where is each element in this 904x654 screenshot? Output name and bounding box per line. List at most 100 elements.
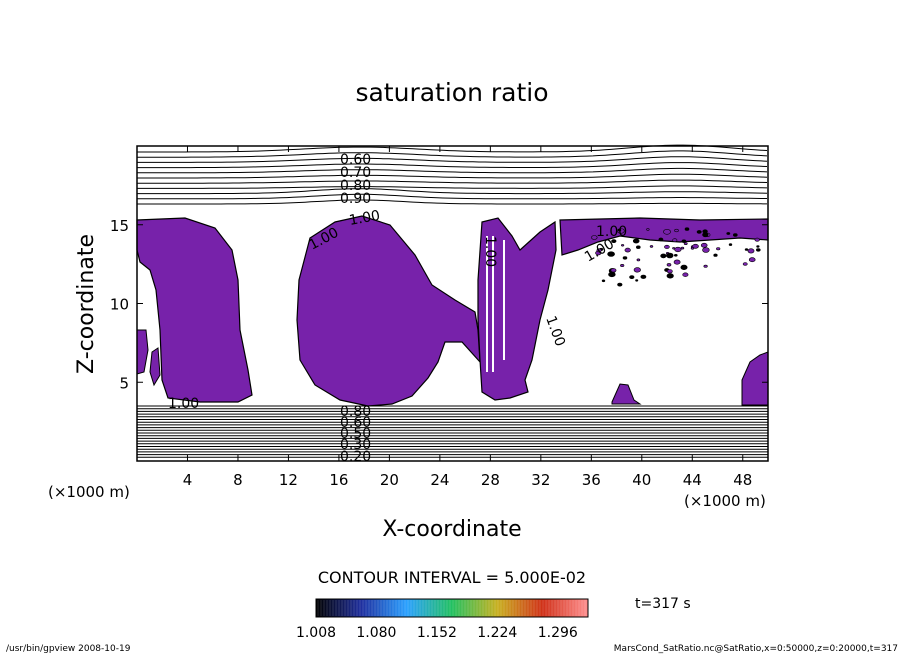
cloud-cell [744,248,749,251]
cloud-cell [754,237,760,242]
z-tick-label: 10 [110,296,129,314]
scattered-cloud-cells [486,227,761,372]
contour-line [137,150,768,158]
cloud-cell [674,228,679,233]
z-tick-label: 15 [110,217,129,235]
contour-line [137,167,768,174]
x-tick-label: 28 [481,471,500,489]
colorbar-tick-label: 1.080 [356,625,396,641]
colorbar-tick-label: 1.008 [296,625,336,641]
x-tick-label: 16 [329,471,348,489]
x-tick-label: 8 [233,471,243,489]
colorbar-stripes [317,600,586,616]
x-tick-label: 24 [430,471,449,489]
cloud-cell [702,247,710,253]
footer-left: /usr/bin/gpview 2008-10-19 [6,644,131,654]
cloud-cell [683,242,688,246]
cloud-cell [756,245,760,248]
cloud-contour-label: 1.00 [348,208,381,229]
cloud-patch-lower-middle [611,383,642,405]
cloud-patch-left-edge [136,329,149,375]
lower-contour-label: 0.80 [340,404,371,420]
cloud-region-center [296,215,481,407]
contour-line [137,188,768,195]
cloud-cell [591,235,598,240]
cloud-cell [680,264,688,271]
lower-contour-label: 0.60 [340,415,371,431]
cloud-cell [681,239,687,243]
cloud-cell [596,248,602,253]
z-tick-label: 5 [119,374,129,392]
cloud-cell [649,245,654,248]
cloud-contour-label: 1.00 [168,396,199,412]
plot-area: 0.60 0.70 0.80 0.90 0.80 0.60 0.50 0.30 … [110,144,769,489]
cloud-cell [629,275,635,280]
x-tick-label: 40 [632,471,651,489]
x-tick-label: 4 [183,471,193,489]
cloud-cell [716,247,721,251]
colorbar-tick-labels: 1.008 1.080 1.152 1.224 1.296 [296,625,578,641]
cloud-cell [620,244,625,247]
cloud-cell [755,248,761,252]
lower-contour-label: 0.30 [340,437,371,453]
cloud-cell [636,258,641,262]
colorbar: 1.008 1.080 1.152 1.224 1.296 [296,598,589,641]
cloud-cell [663,229,671,235]
cloud-cell [607,251,615,257]
footer-right: MarsCond_SatRatio.nc@SatRatio,x=0:50000,… [614,644,898,654]
lower-contour-label: 0.50 [340,426,371,442]
cloud-cell [620,263,625,267]
colorbar-tick-label: 1.152 [417,625,457,641]
cloud-cell [632,238,640,244]
supersaturated-cloud-regions [136,215,769,407]
cloud-cell [732,233,738,237]
cloud-cell [666,269,673,274]
z-unit-label: (×1000 m) [48,483,130,501]
cloud-contour-label: 1.00 [596,224,627,240]
contour-line [137,156,768,163]
contour-line [137,162,768,169]
cloud-cell [664,244,670,249]
cloud-cell [692,243,699,249]
cloud-cell [690,247,695,250]
upper-contour-label: 0.60 [340,152,371,168]
cloud-cell [696,230,702,234]
lower-contour-lines [137,405,768,458]
cloud-cell [713,253,718,257]
cloud-contour-label: 1.00 [542,314,568,349]
cloud-cell [633,267,641,273]
cloud-cell [702,232,709,238]
upper-contour-label: 0.90 [340,191,371,207]
cloud-patch-low-left [149,347,161,387]
x-unit-label: (×1000 m) [684,492,766,510]
lower-contour-label: 0.20 [340,449,371,465]
cloud-cell [747,248,755,254]
chart-title: saturation ratio [355,78,548,107]
cloud-cell [703,264,708,268]
x-tick-label: 36 [582,471,601,489]
cloud-cell [658,237,664,242]
cloud-cell [726,232,731,235]
cloud-region-right-upper [559,217,769,256]
contour-line [137,199,768,205]
cloud-cell [666,252,674,259]
cloud-cell [617,282,623,287]
cloud-region-right-column [477,217,557,401]
cloud-cell [684,227,690,231]
colorbar-tick-label: 1.296 [538,625,578,641]
cloud-cell [700,242,708,248]
cloud-cell [673,254,678,257]
cloud-patch-lower-right [741,351,769,406]
x-axis-label: X-coordinate [382,517,521,542]
cloud-cell [666,273,674,279]
cloud-cell [674,246,682,253]
x-tick-label: 48 [733,471,752,489]
x-axis-ticks: 4 8 12 16 20 24 28 32 36 40 44 48 [183,146,752,489]
upper-contour-label: 0.70 [340,165,371,181]
cloud-cell [622,256,628,260]
cloud-cell [660,253,667,259]
time-label: t=317 s [635,596,691,612]
cloud-region-left [136,217,253,403]
upper-contour-label: 0.80 [340,178,371,194]
